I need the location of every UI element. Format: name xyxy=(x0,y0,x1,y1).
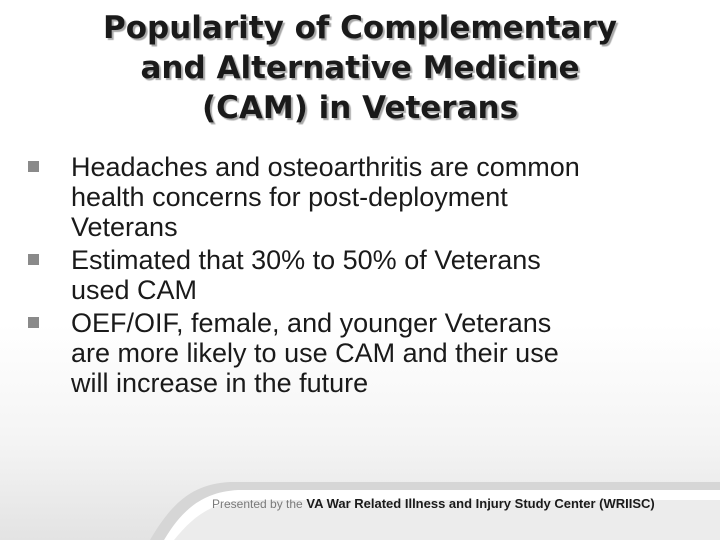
square-bullet-icon xyxy=(28,254,39,265)
bullet-item: OEF/OIF, female, and younger Veterans ar… xyxy=(28,308,708,398)
footer-swoosh xyxy=(150,482,720,540)
bullet-line: used CAM xyxy=(71,275,198,305)
bullet-line: are more likely to use CAM and their use xyxy=(71,338,559,368)
bullet-line: health concerns for post-deployment xyxy=(71,182,508,212)
bullet-item: Headaches and osteoarthritis are common … xyxy=(28,152,708,242)
footer-organization: VA War Related Illness and Injury Study … xyxy=(306,496,655,511)
title-line-2: and Alternative Medicine xyxy=(140,50,580,86)
slide-title: Popularity of Complementary and Alternat… xyxy=(40,8,680,128)
title-line-1: Popularity of Complementary xyxy=(103,10,617,46)
square-bullet-icon xyxy=(28,317,39,328)
title-line-3: (CAM) in Veterans xyxy=(201,90,519,126)
bullet-line: Estimated that 30% to 50% of Veterans xyxy=(71,245,541,275)
bullet-list: Headaches and osteoarthritis are common … xyxy=(28,152,708,401)
bullet-line: will increase in the future xyxy=(71,368,369,398)
bullet-line: OEF/OIF, female, and younger Veterans xyxy=(71,308,552,338)
bullet-item: Estimated that 30% to 50% of Veterans us… xyxy=(28,245,708,305)
footer-prefix: Presented by the xyxy=(212,497,303,511)
square-bullet-icon xyxy=(28,161,39,172)
footer-credit: Presented by the VA War Related Illness … xyxy=(212,494,712,514)
bullet-line: Headaches and osteoarthritis are common xyxy=(71,152,580,182)
bullet-line: Veterans xyxy=(71,212,178,242)
